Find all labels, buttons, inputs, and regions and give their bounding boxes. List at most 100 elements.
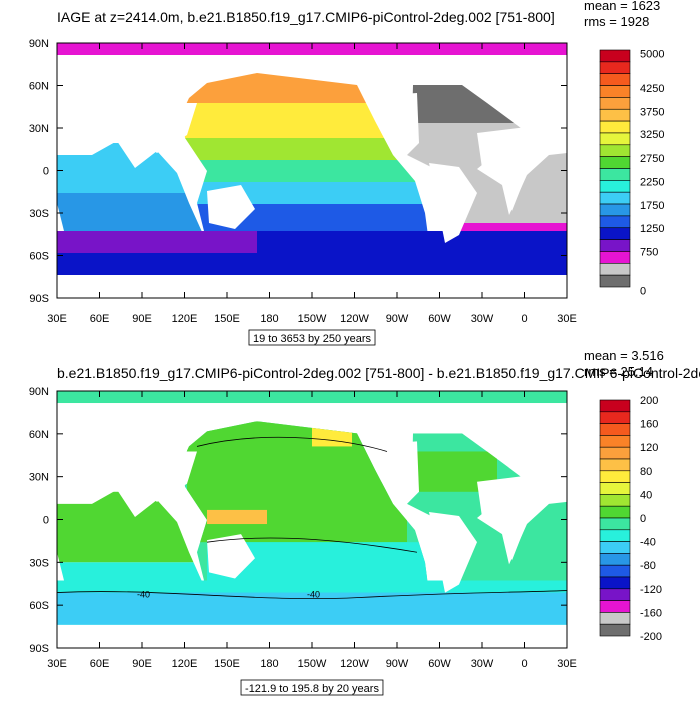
range-label: -121.9 to 195.8 by 20 years bbox=[245, 683, 379, 695]
colorbar-label: 2750 bbox=[640, 153, 664, 165]
colorbar-box bbox=[599, 61, 631, 74]
colorbar-box bbox=[599, 180, 631, 193]
colorbar-label: -40 bbox=[640, 537, 656, 549]
land bbox=[137, 451, 197, 502]
colorbar-box bbox=[599, 239, 631, 252]
colorbar-box bbox=[599, 564, 631, 578]
land bbox=[429, 511, 477, 593]
lon-label: 90E bbox=[132, 313, 152, 325]
colorbar-box bbox=[599, 423, 631, 436]
range-label: 19 to 3653 by 250 years bbox=[253, 333, 372, 345]
lat-label: 60S bbox=[29, 600, 49, 612]
colorbar-label: 2250 bbox=[640, 177, 664, 189]
colorbar-label: 200 bbox=[640, 395, 658, 407]
land bbox=[477, 127, 547, 211]
colorbar-box bbox=[599, 576, 631, 590]
colorbar-box bbox=[599, 399, 631, 413]
lon-label: 60W bbox=[428, 658, 451, 670]
colorbar-label: 3750 bbox=[640, 107, 664, 119]
ocean-fill bbox=[57, 592, 567, 625]
lon-label: 120W bbox=[340, 658, 369, 670]
colorbar-box bbox=[599, 482, 631, 495]
map bbox=[57, 43, 567, 298]
colorbar-box bbox=[599, 517, 631, 531]
lon-label: 150W bbox=[298, 658, 327, 670]
colorbar-box bbox=[599, 529, 631, 542]
lat-label: 0 bbox=[43, 166, 49, 178]
lon-label: 150W bbox=[298, 313, 327, 325]
colorbar-box bbox=[599, 623, 631, 637]
colorbar-box bbox=[599, 612, 631, 625]
lat-label: 90S bbox=[29, 293, 49, 305]
stat-label: rms = 1928 bbox=[584, 14, 649, 29]
colorbar-label: 1750 bbox=[640, 200, 664, 212]
colorbar-box bbox=[599, 203, 631, 217]
colorbar-box bbox=[599, 600, 631, 613]
lon-label: 30E bbox=[557, 658, 577, 670]
panel-title: IAGE at z=2414.0m, b.e21.B1850.f19_g17.C… bbox=[57, 9, 555, 25]
contour-line bbox=[196, 436, 418, 553]
colorbar-box bbox=[599, 120, 631, 134]
colorbar-box bbox=[599, 274, 631, 288]
land bbox=[207, 185, 255, 229]
colorbar-box bbox=[599, 553, 631, 566]
colorbar-box bbox=[599, 251, 631, 264]
stat-label: mean = 1623 bbox=[584, 0, 660, 13]
colorbar-label: 0 bbox=[640, 286, 646, 298]
colorbar-label: 750 bbox=[640, 246, 658, 258]
colorbar-box bbox=[599, 458, 631, 472]
lon-label: 150E bbox=[214, 658, 240, 670]
colorbar-box bbox=[599, 588, 631, 601]
land bbox=[387, 93, 419, 155]
lat-label: 60N bbox=[29, 429, 49, 441]
colorbar-box bbox=[599, 73, 631, 86]
lon-label: 30E bbox=[557, 313, 577, 325]
lon-label: 30W bbox=[471, 313, 494, 325]
colorbar-box bbox=[599, 215, 631, 229]
colorbar-box bbox=[599, 156, 631, 169]
ocean-fill bbox=[57, 231, 257, 253]
lat-label: 60N bbox=[29, 81, 49, 93]
colorbar-box bbox=[599, 85, 631, 98]
colorbar-box bbox=[599, 411, 631, 424]
contour-label: -40 bbox=[137, 590, 150, 600]
lon-label: 60W bbox=[428, 313, 451, 325]
lat-label: 90N bbox=[29, 386, 49, 398]
colorbar-box bbox=[599, 108, 631, 122]
colorbar-box bbox=[599, 168, 631, 181]
contour-line bbox=[56, 590, 568, 600]
ocean-fill bbox=[182, 160, 429, 182]
colorbar-box bbox=[599, 97, 631, 110]
colorbar-box bbox=[599, 446, 631, 460]
lat-label: 30N bbox=[29, 472, 49, 484]
lon-label: 150E bbox=[214, 313, 240, 325]
colorbar-label: 0 bbox=[640, 513, 646, 525]
land bbox=[477, 475, 547, 561]
colorbar-box bbox=[599, 49, 631, 63]
ocean-fill bbox=[182, 138, 429, 160]
colorbar-label: 3250 bbox=[640, 129, 664, 141]
colorbar-box bbox=[599, 227, 631, 240]
colorbar-label: 120 bbox=[640, 442, 658, 454]
lon-label: 180 bbox=[260, 313, 278, 325]
stat-label: rms = 25.14 bbox=[584, 364, 653, 379]
stat-label: mean = 3.516 bbox=[584, 348, 664, 363]
colorbar-box bbox=[599, 505, 631, 519]
range-box bbox=[240, 679, 384, 696]
lat-label: 90N bbox=[29, 38, 49, 50]
lat-label: 60S bbox=[29, 251, 49, 263]
panel: b.e21.B1850.f19_g17.CMIP6-piControl-2deg… bbox=[29, 348, 700, 696]
lat-label: 30S bbox=[29, 208, 49, 220]
lon-label: 120W bbox=[340, 313, 369, 325]
colorbar-box bbox=[599, 541, 631, 554]
colorbar-label: 5000 bbox=[640, 49, 664, 61]
lon-label: 90E bbox=[132, 658, 152, 670]
colorbar-label: -80 bbox=[640, 560, 656, 572]
colorbar-box bbox=[599, 494, 631, 507]
lon-label: 30E bbox=[47, 658, 67, 670]
lon-label: 90W bbox=[386, 658, 409, 670]
land bbox=[137, 103, 197, 153]
lon-label: 0 bbox=[521, 658, 527, 670]
colorbar-label: -120 bbox=[640, 584, 662, 596]
